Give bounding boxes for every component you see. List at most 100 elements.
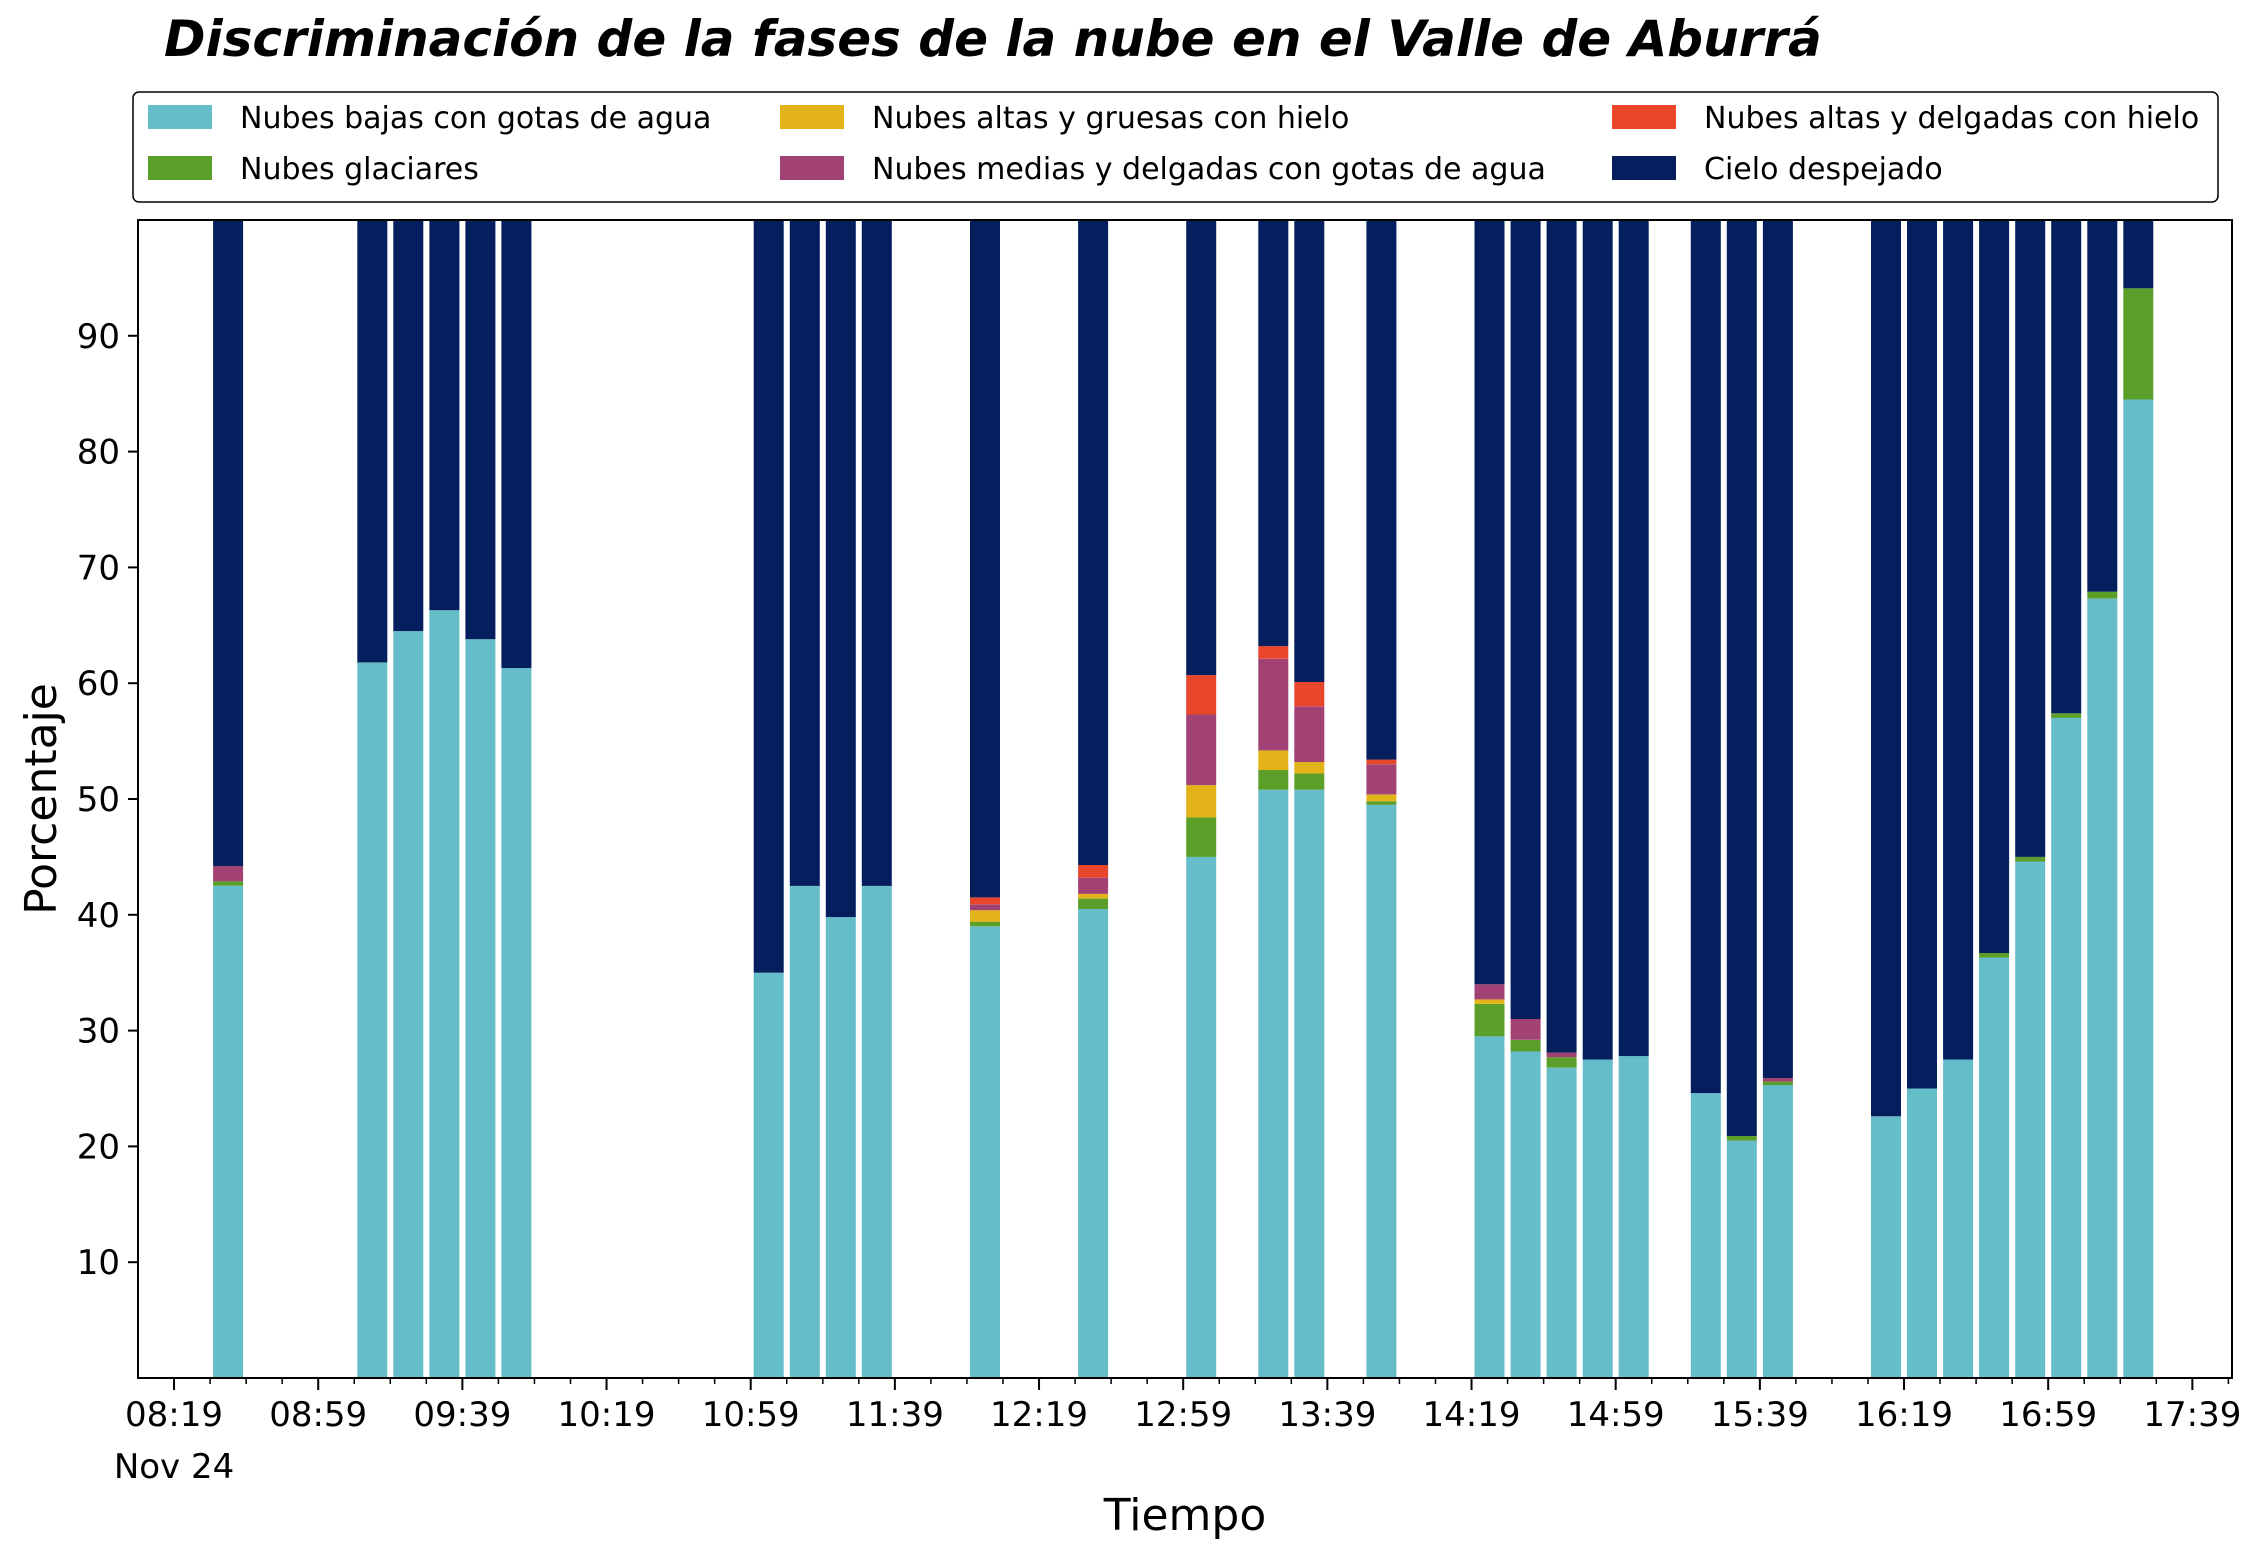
bar-segment-13:54-s4: [1366, 759, 1397, 765]
bar-segment-09:44-s5: [465, 220, 496, 640]
x-tick-label: 09:39: [413, 1395, 511, 1435]
y-axis-label: Porcentaje: [16, 683, 67, 915]
bar-segment-13:54-s0: [1366, 804, 1397, 1378]
bar-segment-15:44-s5: [1762, 220, 1793, 1079]
x-tick-label: 13:39: [1278, 1395, 1376, 1435]
y-tick-label: 40: [77, 896, 120, 936]
bar-segment-14:24-s3: [1474, 984, 1505, 1000]
bar-segment-09:44-s0: [465, 639, 496, 1378]
bar-segment-17:14-s1: [2087, 591, 2118, 599]
bar-segment-15:44-s3: [1762, 1078, 1793, 1082]
y-tick-label: 70: [77, 548, 120, 588]
bar-segment-13:34-s1: [1294, 773, 1325, 790]
bar-segment-16:24-s0: [1907, 1088, 1937, 1378]
bar-segment-14:34-s1: [1510, 1039, 1541, 1052]
x-tick-label: 08:19: [125, 1395, 223, 1435]
y-tick-label: 10: [77, 1243, 120, 1283]
y-tick-label: 80: [77, 433, 120, 473]
bar-segment-13:24-s3: [1258, 658, 1289, 751]
bar-segment-17:24-s0: [2123, 399, 2154, 1378]
bar-segment-12:34-s0: [1078, 909, 1109, 1378]
bar-segment-17:04-s1: [2051, 713, 2082, 718]
legend-frame: [132, 91, 2219, 203]
bar-segment-14:44-s1: [1546, 1057, 1577, 1068]
bar-segment-13:04-s3: [1186, 714, 1217, 786]
bar-segment-12:04-s3: [970, 904, 1000, 911]
x-tick-label: 15:39: [1711, 1395, 1809, 1435]
bars-layer: [213, 220, 2154, 1378]
x-axis: 08:19 Nov 24 08:59 09:39 10:19 10:59 11:39 12:1…: [114, 1378, 2241, 1487]
bar-segment-17:04-s0: [2051, 717, 2082, 1378]
legend-label: Nubes medias y delgadas con gotas de agu…: [872, 152, 1546, 187]
legend-label: Nubes altas y delgadas con hielo: [1704, 101, 2199, 136]
bar-segment-09:54-s0: [501, 668, 532, 1378]
bar-segment-14:24-s2: [1474, 999, 1505, 1004]
bar-segment-15:34-s5: [1726, 220, 1757, 1136]
y-tick-label: 20: [77, 1127, 120, 1167]
bar-segment-12:04-s0: [970, 926, 1000, 1378]
bar-segment-11:34-s0: [861, 885, 892, 1378]
bar-segment-16:54-s1: [2015, 856, 2046, 862]
bar-segment-14:54-s0: [1582, 1059, 1613, 1378]
y-tick-label: 50: [77, 780, 120, 820]
bar-segment-13:54-s5: [1366, 220, 1397, 760]
x-tick-label: 12:19: [990, 1395, 1088, 1435]
bar-segment-17:24-s5: [2123, 220, 2154, 289]
bar-segment-11:04-s5: [753, 220, 784, 973]
bar-segment-13:24-s0: [1258, 789, 1289, 1378]
legend-label: Nubes altas y gruesas con hielo: [872, 101, 1349, 136]
bar-segment-09:14-s5: [357, 220, 388, 663]
bar-segment-13:54-s1: [1366, 801, 1397, 805]
bar-segment-16:34-s0: [1943, 1059, 1974, 1378]
y-tick-label: 60: [77, 664, 120, 704]
bar-segment-13:54-s3: [1366, 764, 1397, 795]
x-tick-label: 17:39: [2143, 1395, 2241, 1435]
bar-segment-14:34-s0: [1510, 1051, 1541, 1378]
bar-segment-12:34-s2: [1078, 894, 1109, 899]
bar-segment-15:44-s1: [1762, 1081, 1793, 1086]
bar-segment-11:24-s5: [825, 220, 856, 918]
bar-segment-12:34-s4: [1078, 865, 1109, 878]
x-tick-label: 16:19: [1855, 1395, 1953, 1435]
x-tick-label: 12:59: [1134, 1395, 1232, 1435]
x-tick-label: 16:59: [1999, 1395, 2097, 1435]
legend-swatch: [148, 105, 212, 129]
legend-label: Nubes glaciares: [240, 152, 479, 187]
legend-swatch: [1612, 156, 1676, 180]
bar-segment-14:24-s5: [1474, 220, 1505, 985]
bar-segment-13:24-s2: [1258, 750, 1289, 771]
x-tick-label: 14:59: [1567, 1395, 1665, 1435]
bar-segment-12:04-s5: [970, 220, 1000, 898]
bar-segment-12:34-s1: [1078, 898, 1109, 909]
bar-segment-17:24-s1: [2123, 288, 2154, 400]
legend: Nubes bajas con gotas de agua Nubes glaci…: [132, 91, 2219, 203]
chart-title: Discriminación de la fases de la nube en…: [164, 10, 1822, 68]
x-tick-label: 08:59: [269, 1395, 367, 1435]
bar-segment-11:04-s0: [753, 972, 784, 1378]
bar-segment-12:34-s5: [1078, 220, 1109, 865]
y-axis: 10 20 30 40 50 60 70 80 90: [77, 317, 138, 1283]
x-tick-label: 11:39: [846, 1395, 944, 1435]
bar-segment-16:24-s5: [1907, 220, 1937, 1089]
x-tick-label: 14:19: [1423, 1395, 1521, 1435]
bar-segment-14:34-s3: [1510, 1019, 1541, 1040]
bar-segment-11:24-s0: [825, 917, 856, 1378]
bar-segment-13:34-s3: [1294, 706, 1325, 762]
bar-segment-09:34-s5: [429, 220, 460, 611]
bar-segment-15:24-s0: [1690, 1093, 1721, 1378]
bar-segment-13:34-s4: [1294, 682, 1325, 707]
bar-segment-08:34-s1: [213, 881, 244, 886]
bar-segment-15:24-s5: [1690, 220, 1721, 1094]
bar-segment-14:44-s0: [1546, 1067, 1577, 1378]
bar-segment-13:04-s2: [1186, 785, 1217, 818]
bar-segment-13:04-s0: [1186, 856, 1217, 1378]
bar-segment-13:04-s4: [1186, 675, 1217, 715]
bar-segment-09:24-s0: [393, 631, 424, 1378]
x-tick-label: 10:19: [558, 1395, 656, 1435]
bar-segment-12:04-s2: [970, 910, 1000, 922]
legend-swatch: [148, 156, 212, 180]
bar-segment-08:34-s5: [213, 220, 244, 867]
bar-segment-16:44-s1: [1979, 953, 2010, 958]
bar-segment-11:14-s5: [789, 220, 820, 886]
